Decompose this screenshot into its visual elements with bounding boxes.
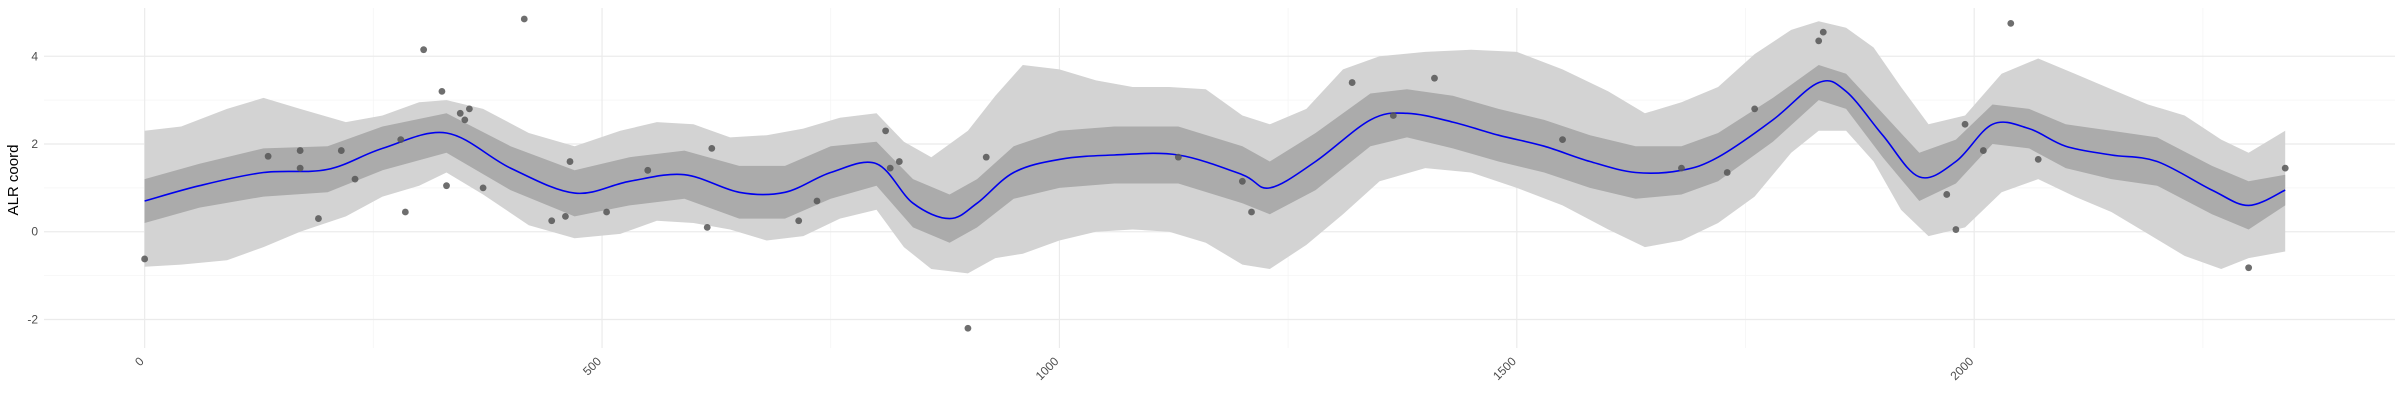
data-point [1723,169,1731,176]
inner-confidence-band [144,65,2286,243]
data-point [964,324,972,332]
data-point [141,255,149,263]
observed-points [141,15,2289,332]
data-point [397,136,405,144]
data-point [1815,37,1823,45]
data-point [603,208,610,216]
data-point [456,109,464,117]
data-point [1238,177,1246,185]
data-point [813,197,821,205]
y-tick-label: -2 [27,312,38,326]
data-point [1979,147,1987,154]
data-point [895,158,903,165]
data-point [1559,136,1566,144]
data-point [1961,120,1969,128]
data-point [2034,155,2042,163]
data-point [703,223,711,231]
data-point [296,164,304,172]
data-point [520,15,528,23]
data-point [1943,191,1951,198]
y-axis-tick-labels: -2 0 2 4 [27,49,38,326]
data-point [438,87,446,95]
data-point [264,152,272,160]
data-point [296,147,304,154]
data-point [2281,164,2289,172]
data-point [795,217,803,225]
data-point [562,212,569,220]
data-point [2007,19,2015,27]
data-point [1389,112,1397,119]
data-point [1348,79,1356,86]
data-point [1819,28,1827,36]
data-point [1431,74,1438,82]
data-point [465,105,473,113]
data-point [1248,208,1255,216]
data-point [2245,264,2253,272]
data-point [315,215,322,222]
data-point [708,144,716,152]
data-point [401,208,409,216]
y-tick-label: 4 [31,49,38,63]
data-point [337,147,345,154]
y-axis-title: ALR coord [5,145,22,216]
data-point [1751,105,1759,113]
data-point [461,116,469,124]
data-point [886,164,894,172]
y-tick-label: 0 [31,225,38,239]
data-point [1952,226,1960,233]
data-point [644,166,652,174]
data-point [479,184,487,192]
data-point [443,182,450,190]
smoothed-mean-line [144,79,2286,220]
data-point [566,158,574,165]
data-point [420,46,428,54]
data-point [1678,164,1685,172]
y-tick-label: 2 [31,137,38,151]
data-point [982,153,990,161]
data-point [351,175,359,183]
data-point [882,127,890,135]
data-point [1174,153,1182,161]
data-point [548,217,556,225]
